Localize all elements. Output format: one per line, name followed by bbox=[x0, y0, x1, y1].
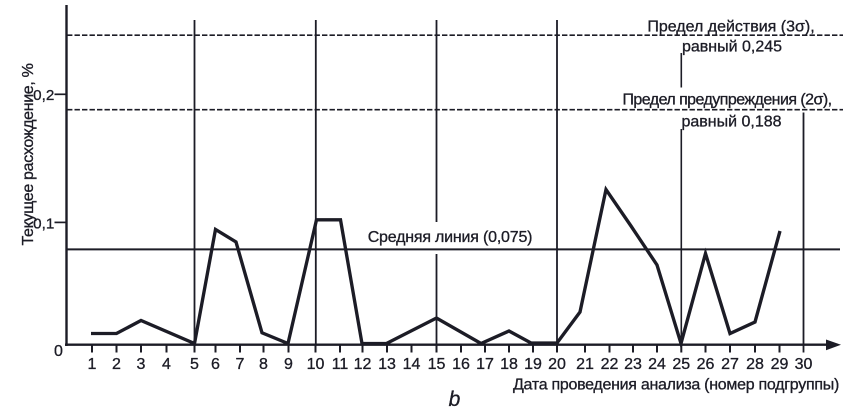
svg-text:26: 26 bbox=[697, 356, 715, 373]
svg-text:17: 17 bbox=[476, 356, 494, 373]
svg-text:23: 23 bbox=[624, 356, 642, 373]
svg-text:9: 9 bbox=[284, 356, 293, 373]
svg-text:3: 3 bbox=[137, 356, 146, 373]
svg-text:13: 13 bbox=[378, 356, 396, 373]
svg-text:30: 30 bbox=[795, 356, 813, 373]
svg-text:27: 27 bbox=[721, 356, 739, 373]
svg-text:12: 12 bbox=[354, 356, 372, 373]
svg-text:0,2: 0,2 bbox=[33, 87, 54, 104]
svg-text:18: 18 bbox=[500, 356, 518, 373]
svg-text:11: 11 bbox=[332, 356, 349, 373]
svg-text:4: 4 bbox=[162, 356, 171, 373]
svg-text:16: 16 bbox=[452, 356, 470, 373]
svg-text:28: 28 bbox=[746, 356, 764, 373]
svg-text:15: 15 bbox=[428, 356, 446, 373]
svg-text:29: 29 bbox=[771, 356, 789, 373]
svg-text:Предел действия (3σ),: Предел действия (3σ), bbox=[647, 19, 814, 36]
svg-text:21: 21 bbox=[576, 356, 594, 373]
svg-text:6: 6 bbox=[211, 356, 220, 373]
svg-text:Текущее расхождение, %: Текущее расхождение, % bbox=[20, 63, 37, 245]
svg-text:2: 2 bbox=[112, 356, 121, 373]
svg-text:19: 19 bbox=[524, 356, 542, 373]
svg-text:25: 25 bbox=[672, 356, 690, 373]
svg-text:10: 10 bbox=[307, 356, 325, 373]
svg-text:24: 24 bbox=[648, 356, 666, 373]
svg-text:b: b bbox=[449, 388, 461, 411]
svg-text:5: 5 bbox=[190, 356, 199, 373]
svg-text:0,1: 0,1 bbox=[33, 215, 54, 232]
svg-text:8: 8 bbox=[259, 356, 268, 373]
svg-text:22: 22 bbox=[601, 356, 619, 373]
svg-text:7: 7 bbox=[236, 356, 245, 373]
svg-text:равный 0,188: равный 0,188 bbox=[681, 114, 781, 131]
svg-text:Предел предупреждения (2σ),: Предел предупреждения (2σ), bbox=[622, 92, 831, 109]
svg-text:1: 1 bbox=[88, 356, 97, 373]
svg-text:Средняя линия (0,075): Средняя линия (0,075) bbox=[368, 229, 533, 246]
svg-text:равный 0,245: равный 0,245 bbox=[682, 38, 782, 55]
svg-text:0: 0 bbox=[54, 343, 63, 360]
svg-text:20: 20 bbox=[548, 356, 566, 373]
svg-text:14: 14 bbox=[403, 356, 421, 373]
svg-text:Дата проведения анализа (номер: Дата проведения анализа (номер подгруппы… bbox=[513, 376, 839, 393]
